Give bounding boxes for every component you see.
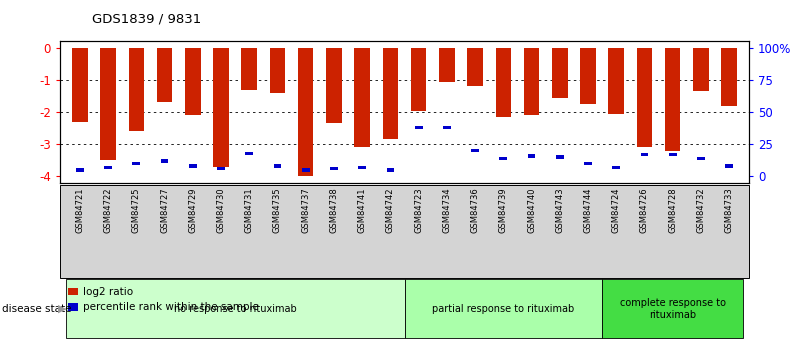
Bar	[189, 164, 197, 168]
Bar	[161, 159, 168, 163]
Text: GSM84727: GSM84727	[160, 187, 169, 233]
Text: GSM84744: GSM84744	[583, 187, 593, 233]
Text: log2 ratio: log2 ratio	[83, 287, 133, 296]
Bar	[669, 153, 677, 156]
Text: GSM84742: GSM84742	[386, 187, 395, 233]
Bar	[302, 168, 309, 172]
Text: GSM84740: GSM84740	[527, 187, 536, 233]
Text: GSM84724: GSM84724	[612, 187, 621, 233]
Bar	[439, 48, 455, 81]
Bar	[584, 162, 592, 165]
Bar	[637, 48, 652, 148]
Bar	[500, 157, 507, 160]
Text: GSM84723: GSM84723	[414, 187, 423, 233]
Text: GSM84738: GSM84738	[329, 187, 339, 233]
Bar	[217, 167, 225, 170]
Text: GSM84730: GSM84730	[216, 187, 226, 233]
Text: GSM84729: GSM84729	[188, 187, 197, 233]
Bar	[132, 162, 140, 165]
Bar	[609, 48, 624, 114]
Bar	[524, 48, 539, 115]
Text: ▶: ▶	[58, 304, 66, 314]
Bar	[467, 48, 483, 86]
Text: GSM84734: GSM84734	[442, 187, 451, 233]
Bar	[612, 166, 620, 169]
Bar	[725, 164, 733, 168]
Bar	[697, 157, 705, 160]
Bar	[722, 48, 737, 106]
Text: GSM84732: GSM84732	[696, 187, 706, 233]
Bar	[443, 126, 451, 129]
Bar	[128, 48, 144, 131]
Text: partial response to rituximab: partial response to rituximab	[433, 304, 574, 314]
Text: disease state: disease state	[2, 304, 72, 314]
Bar	[693, 48, 709, 91]
Text: GSM84735: GSM84735	[273, 187, 282, 233]
Text: GSM84741: GSM84741	[358, 187, 367, 233]
Text: percentile rank within the sample: percentile rank within the sample	[83, 302, 259, 312]
Text: GSM84736: GSM84736	[470, 187, 480, 233]
Text: GSM84737: GSM84737	[301, 187, 310, 233]
Text: GSM84739: GSM84739	[499, 187, 508, 233]
Text: GSM84726: GSM84726	[640, 187, 649, 233]
Bar	[100, 48, 116, 160]
Bar	[387, 168, 394, 172]
Bar	[471, 149, 479, 152]
Bar	[556, 155, 564, 159]
Bar	[270, 48, 285, 93]
Text: GSM84722: GSM84722	[103, 187, 113, 233]
Text: GSM84733: GSM84733	[725, 187, 734, 233]
Bar	[76, 168, 84, 172]
Text: GSM84725: GSM84725	[132, 187, 141, 233]
Text: GSM84743: GSM84743	[555, 187, 564, 233]
Bar	[641, 153, 648, 156]
Bar	[298, 48, 313, 176]
Bar	[411, 48, 426, 110]
Bar	[383, 48, 398, 139]
Text: GDS1839 / 9831: GDS1839 / 9831	[92, 12, 201, 25]
Bar	[580, 48, 596, 104]
Bar	[245, 151, 253, 155]
Bar	[415, 126, 422, 129]
Bar	[496, 48, 511, 117]
Bar	[326, 48, 342, 124]
Bar	[274, 164, 281, 168]
Text: no response to rituximab: no response to rituximab	[174, 304, 296, 314]
Text: GSM84731: GSM84731	[245, 187, 254, 233]
Bar	[354, 48, 370, 148]
Bar	[330, 167, 338, 170]
Text: GSM84728: GSM84728	[668, 187, 677, 233]
Bar	[104, 166, 112, 169]
Text: GSM84721: GSM84721	[75, 187, 84, 233]
Bar	[185, 48, 200, 115]
Bar	[213, 48, 229, 167]
Bar	[157, 48, 172, 102]
Bar	[552, 48, 568, 98]
Bar	[358, 166, 366, 169]
Bar	[72, 48, 87, 122]
Text: complete response to
rituximab: complete response to rituximab	[620, 298, 726, 320]
Bar	[528, 154, 535, 158]
Bar	[241, 48, 257, 90]
Bar	[665, 48, 681, 151]
